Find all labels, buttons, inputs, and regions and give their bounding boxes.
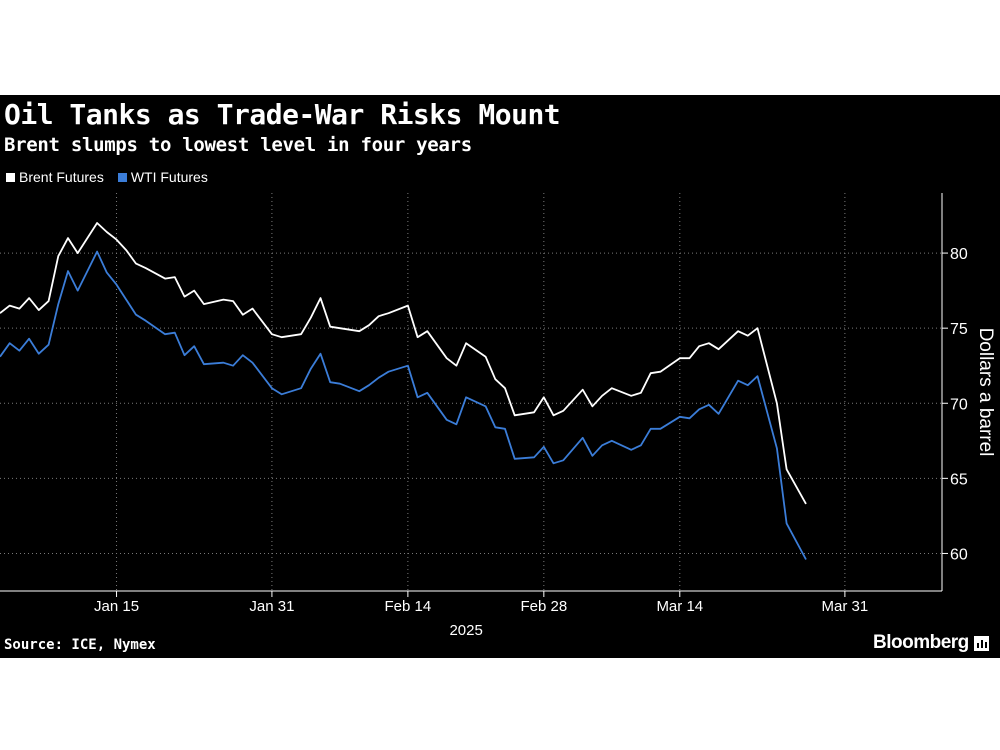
- legend-swatch-wti: [117, 172, 127, 182]
- legend-label-wti: WTI Futures: [130, 169, 208, 185]
- x-tick-label-jan-15: Jan 15: [94, 598, 139, 615]
- series-line-wti: [0, 250, 807, 560]
- chart-panel: [0, 95, 1000, 658]
- chart-subtitle: Brent slumps to lowest level in four yea…: [4, 134, 472, 156]
- x-tick-label-jan-31: Jan 31: [249, 598, 294, 615]
- y-tick-label-75: 75: [950, 321, 968, 338]
- chart-title: Oil Tanks as Trade-War Risks Mount: [4, 98, 561, 131]
- bloomberg-logo-icon: [973, 635, 989, 651]
- y-axis-title: Dollars a barrel: [975, 328, 996, 457]
- brand-name: Bloomberg: [873, 632, 969, 653]
- x-tick-label-mar-31: Mar 31: [822, 598, 869, 615]
- brand-logo: Bloomberg: [873, 632, 989, 654]
- x-tick-label-mar-14: Mar 14: [656, 598, 703, 615]
- legend-swatch-brent: [6, 172, 15, 182]
- y-tick-label-80: 80: [950, 246, 968, 263]
- legend-item-brent: Brent Futures: [6, 169, 104, 185]
- x-tick-label-feb-14: Feb 14: [385, 598, 432, 615]
- y-tick-label-60: 60: [950, 546, 968, 563]
- source-note: Source: ICE, Nymex: [4, 637, 156, 653]
- y-tick-label-65: 65: [950, 471, 968, 488]
- x-tick-label-feb-28: Feb 28: [520, 598, 567, 615]
- x-axis-year-label: 2025: [449, 622, 482, 639]
- series-line-brent: [0, 222, 807, 505]
- legend-item-wti: WTI Futures: [117, 169, 208, 185]
- legend-label-brent: Brent Futures: [19, 169, 104, 185]
- y-tick-label-70: 70: [950, 396, 968, 413]
- legend: Brent Futures WTI Futures: [6, 169, 222, 185]
